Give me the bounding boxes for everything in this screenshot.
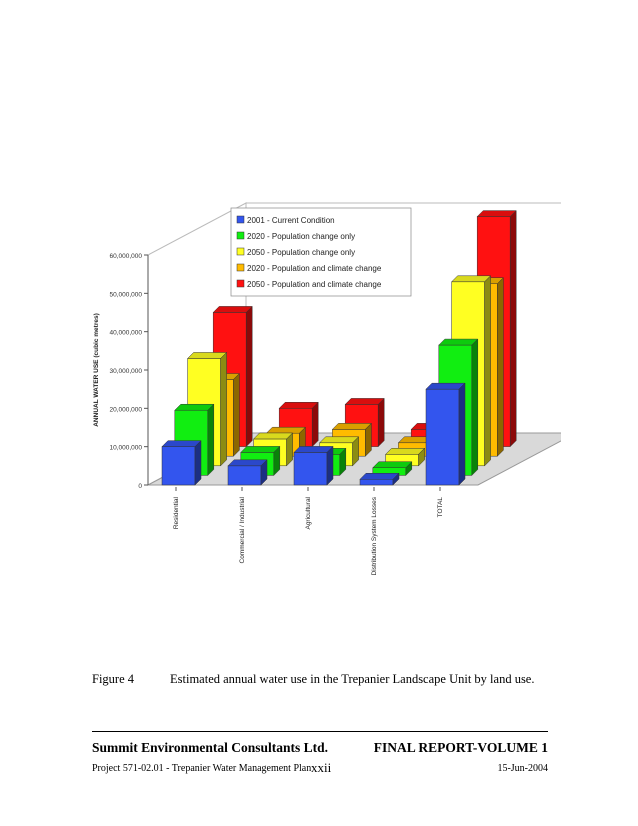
bar-side bbox=[352, 436, 359, 467]
figure-label: Figure 4 bbox=[92, 672, 135, 686]
legend-label: 2020 - Population change only bbox=[247, 232, 355, 241]
footer-project: Project 571-02.01 - Trepanier Water Mana… bbox=[92, 763, 312, 774]
bar-side bbox=[273, 445, 281, 477]
bar-top bbox=[161, 440, 202, 447]
bar-top bbox=[212, 306, 253, 313]
bar-top bbox=[331, 423, 373, 430]
footer-date: 15-Jun-2004 bbox=[497, 763, 548, 774]
bar-side bbox=[260, 459, 268, 486]
bar-side bbox=[418, 447, 425, 467]
bar-top bbox=[359, 473, 400, 480]
bar-side bbox=[220, 351, 227, 467]
bar-top bbox=[438, 338, 479, 346]
y-tick-label: 50,000,000 bbox=[109, 291, 142, 298]
bar-side bbox=[509, 209, 517, 448]
bar-side bbox=[458, 382, 466, 486]
legend-swatch bbox=[236, 247, 245, 256]
bar-front bbox=[293, 452, 328, 486]
footer-report-title: FINAL REPORT-VOLUME 1 bbox=[373, 740, 548, 755]
bar-front bbox=[425, 388, 460, 486]
footer-divider bbox=[92, 731, 548, 732]
chart-container: 0 10,000,000 20,000,000 30,000,000 40,000,00… bbox=[86, 170, 561, 580]
bar-side bbox=[377, 397, 385, 448]
footer-page-number: xxii bbox=[311, 760, 332, 775]
x-category-label: Distribution System Losses bbox=[371, 496, 378, 575]
caption-text: Estimated annual water use in the Trepan… bbox=[170, 672, 535, 686]
y-tick-label: 30,000,000 bbox=[109, 368, 142, 375]
y-tick-label: 40,000,000 bbox=[109, 330, 142, 337]
legend-swatch bbox=[236, 279, 245, 288]
legend-swatch bbox=[236, 231, 245, 240]
bar-side bbox=[339, 447, 347, 477]
bar-top bbox=[372, 461, 413, 468]
x-category-label: Agricultural bbox=[305, 496, 312, 529]
bar-top bbox=[174, 403, 215, 411]
legend-label: 2050 - Population and climate change bbox=[247, 280, 382, 289]
water-use-bar-chart: 0 10,000,000 20,000,000 30,000,000 40,000,00… bbox=[93, 202, 561, 575]
bar-front bbox=[227, 465, 262, 486]
bar-side bbox=[286, 432, 293, 467]
bar-top bbox=[293, 446, 334, 453]
bar-front bbox=[161, 446, 196, 486]
bar-side bbox=[245, 305, 253, 448]
bar-top bbox=[318, 436, 360, 444]
legend-label: 2001 - Current Condition bbox=[247, 216, 335, 225]
y-tick-label: 10,000,000 bbox=[109, 445, 142, 452]
x-category-label: TOTAL bbox=[437, 497, 444, 518]
bar-top bbox=[450, 275, 492, 283]
y-axis-title: ANNUAL WATER USE (cubic metres) bbox=[93, 313, 100, 427]
bar-side bbox=[392, 472, 400, 486]
bar-top bbox=[265, 426, 307, 434]
legend-swatch bbox=[236, 215, 245, 224]
footer-company: Summit Environmental Consultants Ltd. bbox=[92, 740, 329, 755]
x-category-label: Residential bbox=[173, 496, 180, 529]
bar-front bbox=[359, 479, 394, 486]
bar-side bbox=[471, 338, 479, 477]
y-tick-label: 20,000,000 bbox=[109, 406, 142, 413]
bar-side bbox=[233, 372, 240, 457]
bar-side bbox=[484, 275, 491, 467]
bar-top bbox=[186, 352, 228, 359]
bar-top bbox=[252, 432, 294, 440]
bar-side bbox=[311, 401, 319, 448]
legend-label: 2050 - Population change only bbox=[247, 248, 355, 257]
y-tick-label: 60,000,000 bbox=[109, 253, 142, 260]
legend-box bbox=[230, 207, 412, 297]
bar-side bbox=[326, 445, 334, 486]
legend-label: 2020 - Population and climate change bbox=[247, 264, 382, 273]
bar-top bbox=[384, 448, 426, 455]
bar-side bbox=[194, 440, 202, 486]
bar-side bbox=[207, 403, 215, 477]
bar-top bbox=[476, 210, 517, 217]
bar-side bbox=[365, 422, 372, 457]
bar-top bbox=[278, 402, 319, 409]
bar-side bbox=[405, 461, 413, 477]
bar-side bbox=[497, 277, 504, 457]
bar-top bbox=[425, 382, 466, 390]
bar-top bbox=[240, 446, 281, 453]
legend-swatch bbox=[236, 263, 245, 272]
y-tick-label: 0 bbox=[138, 483, 142, 490]
bar-top bbox=[344, 398, 385, 405]
bar-top bbox=[227, 459, 268, 467]
x-category-label: Commercial / Industrial bbox=[239, 496, 246, 563]
